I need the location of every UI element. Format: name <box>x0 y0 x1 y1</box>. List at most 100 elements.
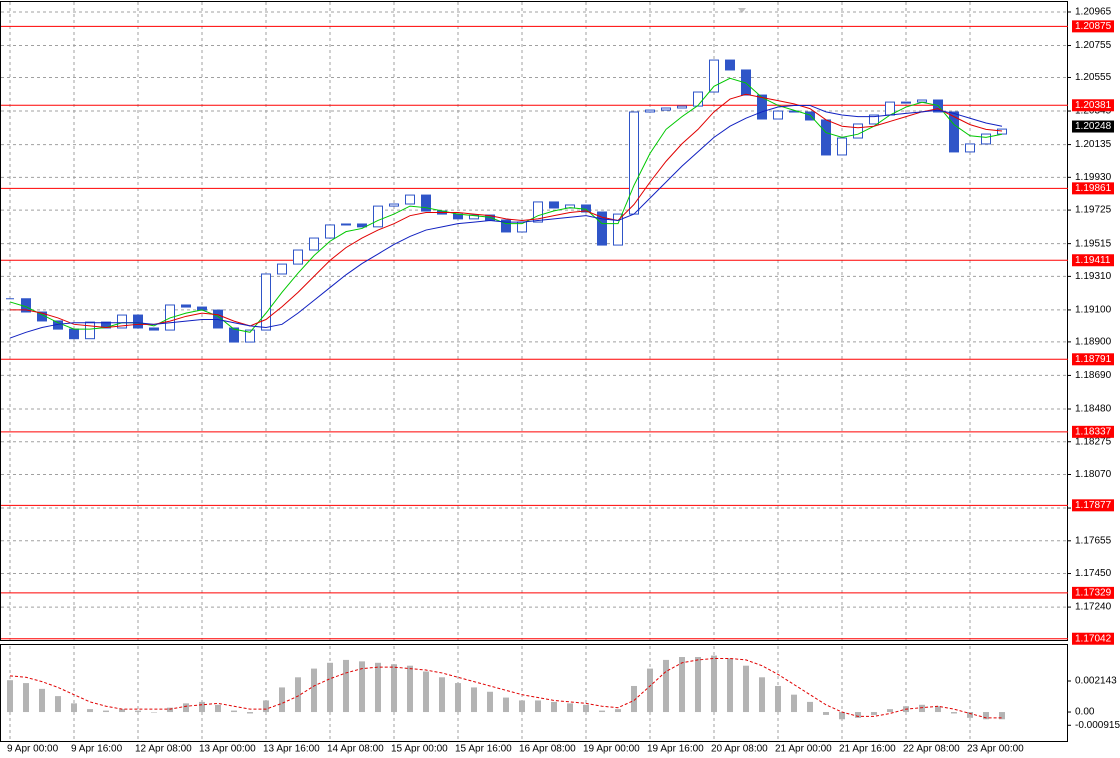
histogram-bar <box>871 712 877 715</box>
x-tick-label: 13 Apr 00:00 <box>199 744 256 755</box>
histogram-bar <box>439 677 445 713</box>
candle <box>149 327 159 331</box>
histogram-bar <box>183 703 189 713</box>
y-tick-label: 1.18275 <box>1075 436 1112 447</box>
x-tick-label: 21 Apr 16:00 <box>839 744 896 755</box>
candle <box>533 201 543 223</box>
histogram-bar <box>551 701 557 713</box>
histogram-bar <box>775 685 781 713</box>
histogram-bar <box>423 671 429 713</box>
level-label: 1.19861 <box>1075 183 1112 194</box>
candle <box>357 223 367 228</box>
x-tick-label: 15 Apr 16:00 <box>455 744 512 755</box>
x-tick-label: 21 Apr 00:00 <box>775 744 832 755</box>
y-tick-label: 1.19100 <box>1075 305 1112 316</box>
y-tick-label: 1.19515 <box>1075 238 1112 249</box>
y2-tick-label: 0.002143 <box>1075 676 1117 687</box>
level-label: 1.20875 <box>1075 21 1112 32</box>
histogram-bar <box>615 709 621 713</box>
histogram-bar <box>407 665 413 713</box>
histogram-bar <box>887 709 893 713</box>
candle <box>133 314 143 329</box>
histogram-bar <box>951 712 957 714</box>
histogram-bar <box>231 710 237 713</box>
histogram-bar <box>919 704 925 713</box>
x-tick-label: 19 Apr 00:00 <box>583 744 640 755</box>
level-tag <box>1072 425 1114 438</box>
histogram-bar <box>71 703 77 713</box>
candle <box>965 143 975 153</box>
x-tick-label: 22 Apr 08:00 <box>903 744 960 755</box>
candle <box>677 105 687 109</box>
candle <box>629 111 639 215</box>
candle <box>389 203 399 207</box>
x-tick-label: 20 Apr 08:00 <box>711 744 768 755</box>
candle <box>725 59 735 71</box>
y2-tick-label: -0.000915 <box>1075 720 1120 731</box>
candle <box>325 224 335 239</box>
candle <box>869 114 879 125</box>
histogram-bar <box>823 712 829 715</box>
level-label: 1.19411 <box>1075 255 1111 266</box>
candle <box>693 91 703 107</box>
histogram-bar <box>663 659 669 713</box>
candle <box>293 249 303 265</box>
histogram-bar <box>375 662 381 713</box>
candle <box>69 328 79 340</box>
x-tick-label: 9 Apr 00:00 <box>7 744 59 755</box>
candle <box>245 329 255 343</box>
candle <box>645 109 655 113</box>
histogram-bar <box>695 657 701 713</box>
histogram-bar <box>855 712 861 718</box>
candle <box>981 133 991 145</box>
candle <box>805 111 815 121</box>
level-tag <box>1072 586 1114 599</box>
level-label: 1.20381 <box>1075 100 1112 111</box>
last-price-tag <box>1072 120 1114 133</box>
histogram-bar <box>711 655 717 713</box>
signal-line <box>9 657 1002 719</box>
level-tag <box>1072 632 1114 645</box>
level-tag <box>1072 499 1114 512</box>
candle <box>997 128 1007 135</box>
level-tag <box>1072 182 1114 195</box>
candle <box>405 194 415 205</box>
histogram-bar <box>119 709 125 713</box>
price-frame <box>0 1 1068 641</box>
candle <box>117 314 127 329</box>
histogram-bar <box>295 677 301 713</box>
level-label: 1.17042 <box>1075 633 1112 644</box>
level-tag <box>1072 20 1114 33</box>
histogram-bar <box>583 704 589 713</box>
histogram-bar <box>359 661 365 713</box>
candle <box>373 205 383 228</box>
candle <box>181 304 191 308</box>
histogram-bar <box>503 697 509 713</box>
candle <box>757 94 767 120</box>
last-price-label: 1.20248 <box>1075 121 1112 132</box>
candle <box>341 223 351 226</box>
y-tick-label: 1.17240 <box>1075 602 1112 613</box>
histogram-bar <box>39 688 45 713</box>
x-tick-label: 9 Apr 16:00 <box>71 744 123 755</box>
y-tick-label: 1.20555 <box>1075 72 1112 83</box>
candle <box>949 111 959 153</box>
histogram-bar <box>455 683 461 713</box>
histogram-bar <box>103 710 109 713</box>
y-tick-label: 1.17450 <box>1075 568 1112 579</box>
histogram-bar <box>519 700 525 713</box>
candle <box>309 237 319 251</box>
candle <box>837 137 847 156</box>
histogram-bar <box>263 700 269 713</box>
candle <box>421 194 431 212</box>
histogram-bar <box>167 707 173 713</box>
y-tick-label: 1.19725 <box>1075 205 1112 216</box>
shift-marker <box>738 8 746 13</box>
y-tick-label: 1.18900 <box>1075 337 1112 348</box>
candle <box>85 321 95 340</box>
histogram-bar <box>343 659 349 713</box>
level-label: 1.17329 <box>1075 588 1112 599</box>
histogram-bar <box>391 664 397 713</box>
histogram-bar <box>807 701 813 713</box>
moving-average <box>10 93 1003 329</box>
